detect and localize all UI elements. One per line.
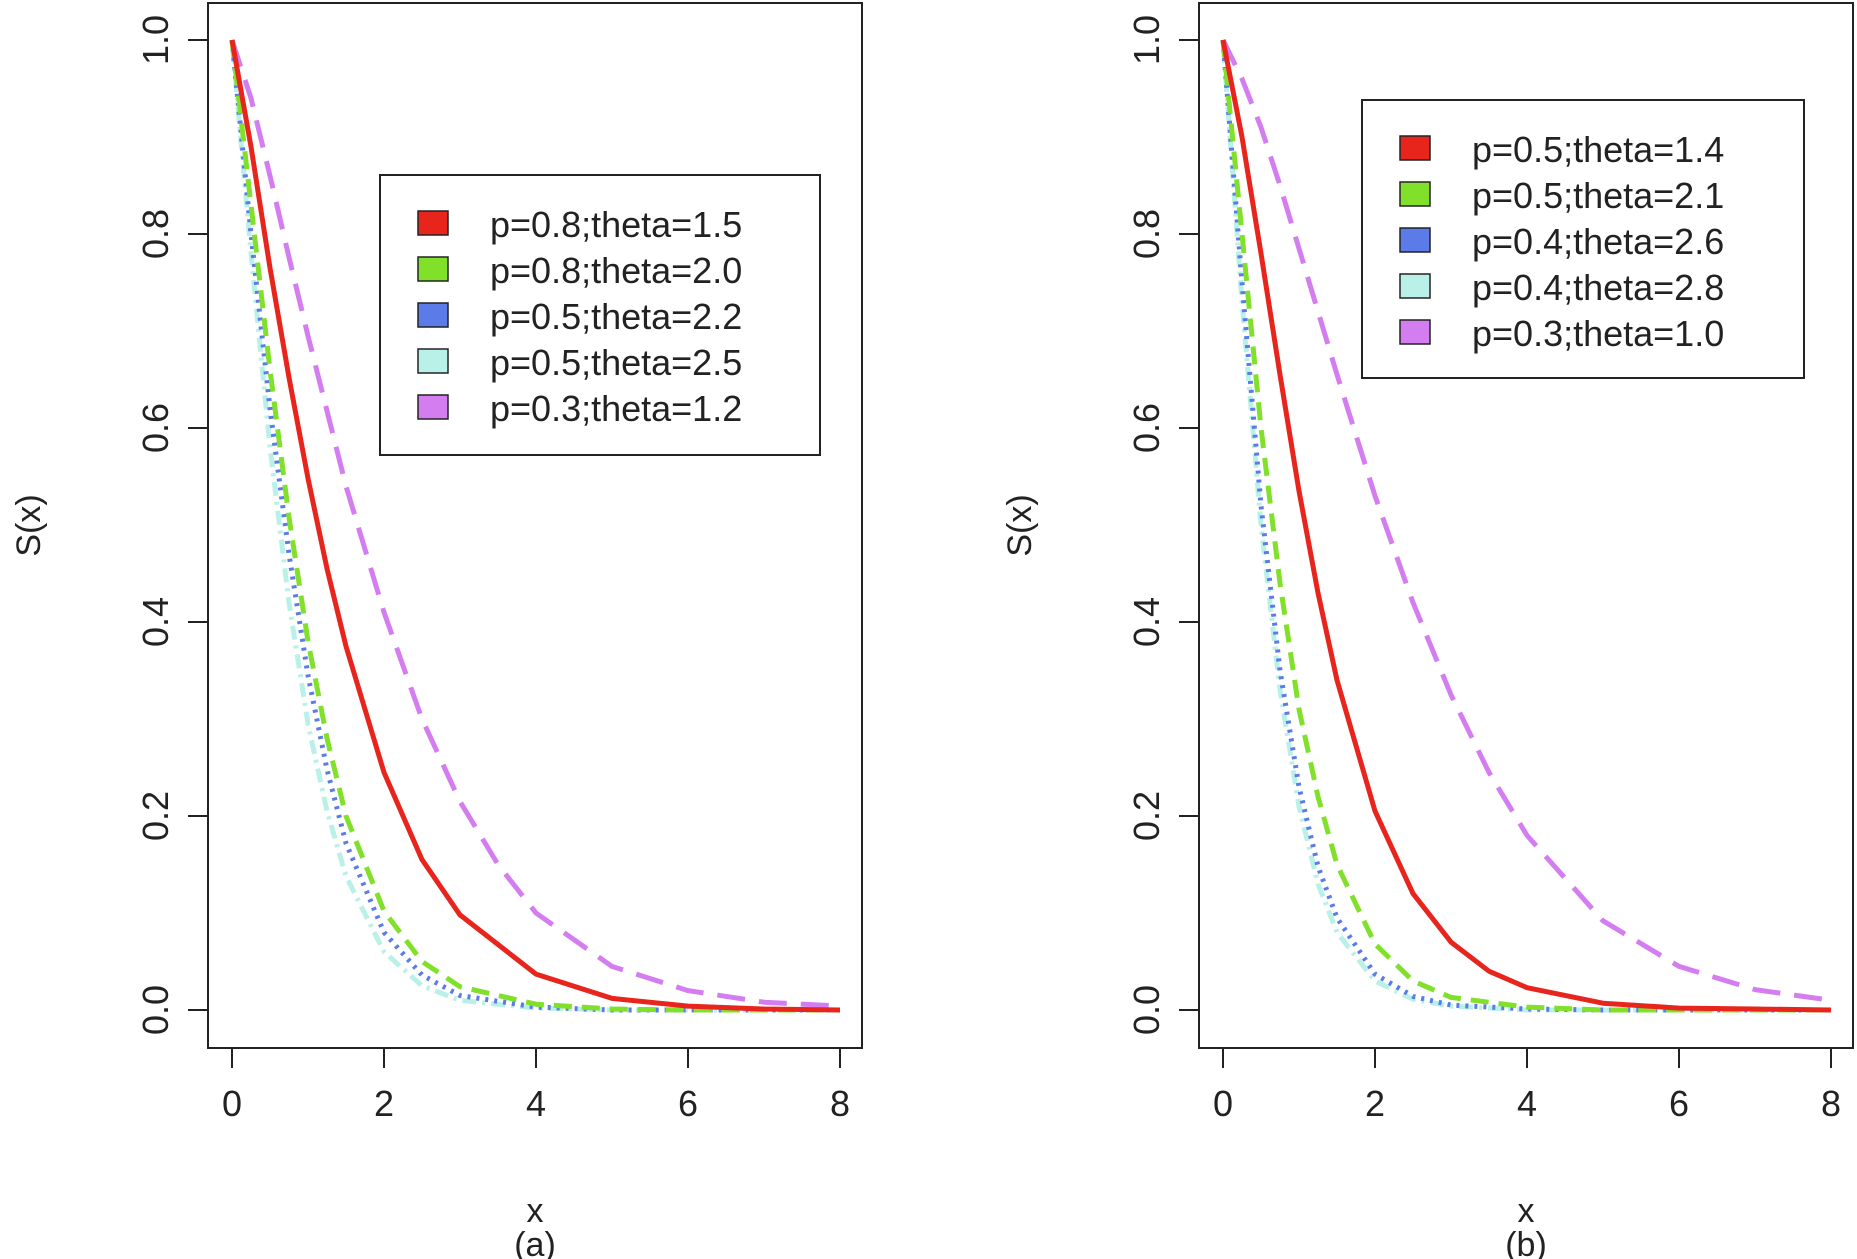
y-axis-label: S(x) bbox=[1001, 494, 1039, 556]
legend: p=0.8;theta=1.5 p=0.8;theta=2.0 p=0.5;thet… bbox=[379, 174, 821, 456]
series-line-5 bbox=[1220, 38, 1832, 1003]
x-tick-label: 4 bbox=[1517, 1083, 1537, 1124]
x-tick-label: 6 bbox=[678, 1083, 698, 1124]
legend-swatch bbox=[1399, 181, 1431, 207]
panel-caption: (b) bbox=[1505, 1226, 1547, 1259]
y-tick-label: 0.0 bbox=[135, 985, 176, 1035]
chart-panel-1: 0.0 0.2 0.4 0.6 0.8 1.0 0 2 4 6 8 x(a) S(x) p=0.8;the… bbox=[10, 2, 863, 1259]
y-tick-label: 0.6 bbox=[135, 403, 176, 453]
legend-label: p=0.3;theta=1.0 bbox=[1472, 313, 1724, 354]
legend-label: p=0.8;theta=1.5 bbox=[490, 204, 742, 245]
legend: p=0.5;theta=1.4 p=0.5;theta=2.1 p=0.4;thet… bbox=[1361, 99, 1805, 379]
y-tick-label: 0.2 bbox=[1126, 791, 1167, 841]
x-tick-label: 2 bbox=[374, 1083, 394, 1124]
legend-label: p=0.4;theta=2.6 bbox=[1472, 221, 1724, 262]
legend-label: p=0.4;theta=2.8 bbox=[1472, 267, 1724, 308]
y-tick-label: 0.6 bbox=[1126, 403, 1167, 453]
legend-label: p=0.5;theta=2.5 bbox=[490, 342, 742, 383]
y-tick-label: 0.4 bbox=[1126, 597, 1167, 647]
legend-label: p=0.5;theta=1.4 bbox=[1472, 129, 1724, 170]
y-tick-label: 0.8 bbox=[1126, 209, 1167, 259]
x-tick-label: 6 bbox=[1669, 1083, 1689, 1124]
y-tick-label: 1.0 bbox=[1126, 15, 1167, 65]
series-line-2 bbox=[1220, 39, 1831, 1013]
chart-panel-2: 0.0 0.2 0.4 0.6 0.8 1.0 0 2 4 6 8 x(b) S(x) p=0.5;the… bbox=[1001, 2, 1854, 1259]
y-tick-label: 0.2 bbox=[135, 791, 176, 841]
x-tick-label: 8 bbox=[830, 1083, 850, 1124]
series-line-1 bbox=[1220, 39, 1832, 1013]
plot-frame bbox=[207, 2, 863, 1049]
y-axis-label: S(x) bbox=[10, 494, 48, 556]
y-tick-label: 0.0 bbox=[1126, 985, 1167, 1035]
x-tick-label: 0 bbox=[222, 1083, 242, 1124]
x-tick-label: 8 bbox=[1821, 1083, 1841, 1124]
legend-swatch bbox=[417, 348, 449, 374]
series-line-5 bbox=[229, 39, 841, 1009]
legend-label: p=0.3;theta=1.2 bbox=[490, 388, 742, 429]
legend-swatch bbox=[417, 256, 449, 282]
y-tick-label: 0.4 bbox=[135, 597, 176, 647]
series-line-3 bbox=[1220, 39, 1831, 1013]
legend-swatch bbox=[1399, 135, 1431, 161]
legend-swatch bbox=[417, 302, 449, 328]
legend-swatch bbox=[417, 394, 449, 420]
x-axis-label: x bbox=[1518, 1192, 1535, 1230]
legend-label: p=0.5;theta=2.2 bbox=[490, 296, 742, 337]
series-line-2 bbox=[229, 39, 840, 1013]
y-tick-label: 0.8 bbox=[135, 209, 176, 259]
x-axis-label: x bbox=[527, 1192, 544, 1230]
y-tick-label: 1.0 bbox=[135, 15, 176, 65]
legend-label: p=0.5;theta=2.1 bbox=[1472, 175, 1724, 216]
legend-label: p=0.8;theta=2.0 bbox=[490, 250, 742, 291]
legend-swatch bbox=[1399, 319, 1431, 345]
x-tick-label: 0 bbox=[1213, 1083, 1233, 1124]
panel-caption: (a) bbox=[514, 1226, 556, 1259]
x-tick-label: 4 bbox=[526, 1083, 546, 1124]
x-tick-label: 2 bbox=[1365, 1083, 1385, 1124]
legend-swatch bbox=[1399, 227, 1431, 253]
series-line-4 bbox=[229, 39, 840, 1013]
series-line-1 bbox=[229, 39, 841, 1013]
legend-swatch bbox=[417, 210, 449, 236]
legend-box bbox=[1361, 99, 1805, 379]
legend-swatch bbox=[1399, 273, 1431, 299]
legend-box bbox=[379, 174, 821, 456]
series-line-3 bbox=[229, 39, 840, 1013]
